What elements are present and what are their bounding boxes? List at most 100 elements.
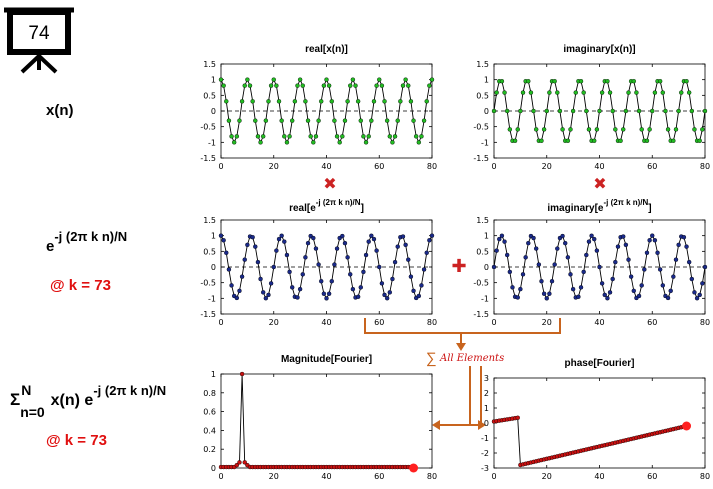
data-point — [515, 415, 520, 420]
data-point — [686, 259, 692, 265]
data-point — [340, 233, 345, 239]
data-point — [518, 286, 523, 292]
chart-title: real[x(n)] — [305, 44, 348, 55]
data-point — [324, 77, 329, 82]
sum-lower-limit: n=0 — [20, 404, 45, 420]
data-point — [237, 288, 242, 294]
data-point — [287, 134, 292, 139]
data-point — [665, 127, 671, 132]
data-point — [297, 286, 303, 292]
data-point — [676, 108, 681, 114]
y-tick-label: 1 — [211, 370, 216, 379]
data-point — [584, 252, 589, 258]
x-tick-label: 80 — [700, 162, 710, 171]
data-point — [424, 99, 429, 104]
x-tick-label: 60 — [647, 318, 657, 327]
data-point — [684, 79, 689, 84]
x-tick-label: 20 — [542, 318, 552, 327]
data-point — [427, 83, 432, 88]
x-tick-label: 20 — [269, 162, 279, 171]
data-point — [644, 250, 650, 255]
chart-title: phase[Fourier] — [564, 358, 634, 369]
data-point — [676, 242, 681, 248]
y-tick-label: 0.4 — [203, 426, 216, 435]
x-tick-label: 0 — [218, 472, 223, 481]
data-point — [363, 140, 369, 145]
chart-imag_x: imaginary[x(n)]1.510.50-0.5-1-1.50 20 40 60… — [473, 44, 710, 171]
data-point — [253, 118, 258, 123]
data-point — [634, 90, 639, 95]
y-tick-label: 0 — [211, 107, 216, 116]
y-tick-label: 0 — [484, 263, 489, 272]
data-point — [237, 118, 242, 123]
title-main: real[e — [289, 203, 316, 214]
data-point — [411, 288, 416, 294]
data-point — [613, 127, 618, 132]
data-point — [544, 296, 549, 301]
y-tick-label: 0 — [484, 419, 489, 428]
data-point — [671, 274, 676, 279]
data-point — [702, 108, 708, 114]
data-point — [494, 248, 499, 253]
add-operator: ✚ — [451, 256, 466, 276]
data-point — [419, 283, 424, 288]
data-point — [382, 99, 387, 104]
data-point — [526, 240, 531, 246]
x-tick-label: 40 — [594, 162, 604, 171]
x-tick-label: 40 — [321, 472, 331, 481]
data-point — [610, 108, 615, 114]
data-point — [623, 108, 629, 114]
data-point — [387, 290, 392, 295]
data-point — [526, 79, 531, 84]
x-tick-label: 40 — [321, 318, 331, 327]
data-point — [390, 276, 395, 282]
data-point — [639, 127, 644, 132]
data-point — [626, 257, 631, 262]
data-point — [263, 118, 269, 123]
y-tick-label: 1.5 — [476, 60, 489, 69]
data-point — [615, 244, 621, 249]
data-point — [631, 288, 636, 294]
plot-frame — [493, 377, 706, 469]
data-point — [584, 108, 589, 114]
data-point — [602, 292, 607, 298]
data-point — [355, 99, 361, 104]
sum-exponent: -j (2π k n)/N — [93, 383, 167, 398]
data-point — [578, 285, 584, 290]
data-point — [390, 140, 395, 145]
x-tick-label: 40 — [594, 472, 604, 481]
y-tick-label: 1 — [484, 404, 489, 413]
data-point — [531, 235, 536, 241]
data-point — [239, 274, 245, 279]
data-point — [631, 79, 636, 84]
highlight-point — [682, 421, 692, 431]
chart-imag_e: imaginary[e-j (2π k n)/N] 1.5 1 0.5 0 -0.5 -1 -… — [473, 198, 710, 327]
data-point — [295, 83, 300, 88]
y-tick-label: 1.5 — [203, 60, 216, 69]
data-point — [282, 134, 287, 139]
chart-title: imaginary[x(n)] — [563, 44, 635, 55]
title-superscript: -j (2π k n)/N — [316, 198, 361, 207]
data-point — [692, 127, 697, 132]
chart-magnitude: Magnitude[Fourier] 1 0.8 0.6 0.4 0.2 00 20 40 60 8… — [203, 354, 437, 481]
data-point — [668, 288, 673, 294]
data-point — [618, 138, 623, 143]
data-point — [557, 108, 563, 114]
data-point — [681, 235, 687, 240]
data-point — [342, 118, 348, 123]
data-point — [684, 244, 689, 249]
y-tick-label: 0 — [484, 107, 489, 116]
data-point — [284, 252, 290, 258]
data-point — [565, 255, 571, 260]
data-point — [303, 255, 308, 260]
data-point — [652, 238, 658, 243]
data-point — [689, 108, 695, 114]
data-point — [494, 90, 499, 95]
data-point — [570, 108, 576, 114]
data-point — [239, 99, 245, 104]
kernel-exponent: -j (2π k n)/N — [54, 229, 128, 244]
data-point — [371, 99, 377, 104]
data-point — [502, 90, 507, 95]
data-point — [541, 127, 547, 132]
data-point — [408, 274, 414, 279]
